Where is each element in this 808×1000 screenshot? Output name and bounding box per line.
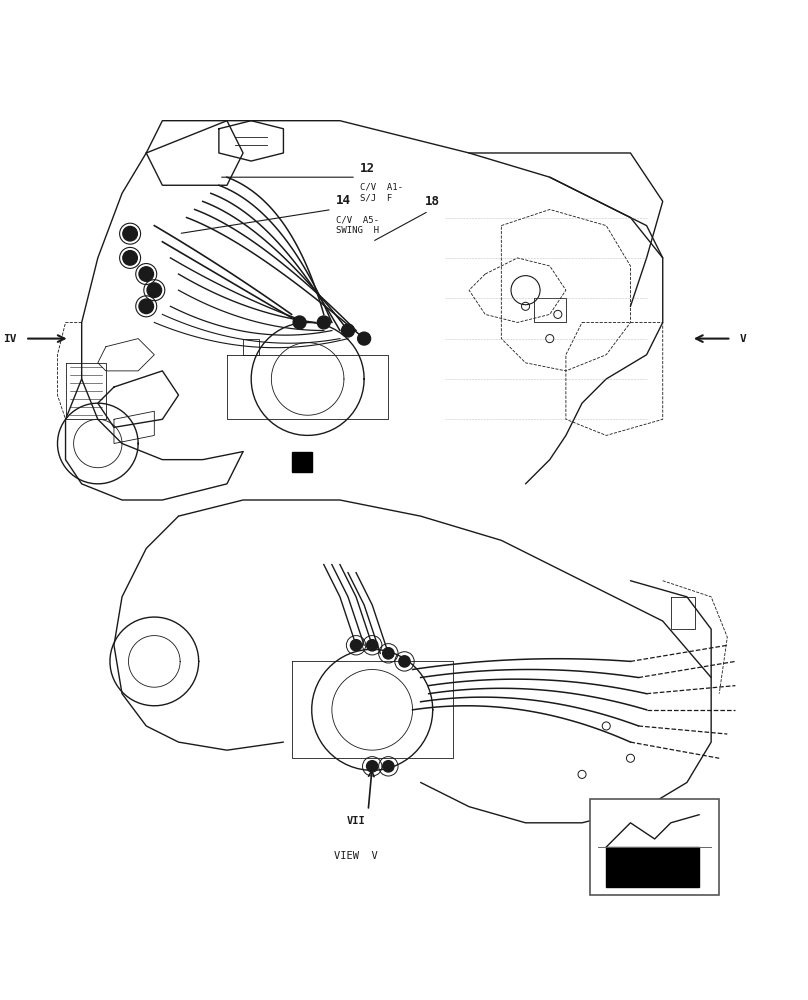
Text: C/V  A5-
SWING  H: C/V A5- SWING H — [336, 215, 379, 235]
Text: V: V — [739, 334, 746, 344]
Circle shape — [123, 226, 137, 241]
Circle shape — [367, 640, 378, 651]
Text: VIEW  V: VIEW V — [335, 851, 378, 861]
Circle shape — [358, 332, 371, 345]
Circle shape — [399, 656, 410, 667]
Circle shape — [318, 316, 330, 329]
Bar — [590, 799, 719, 895]
Circle shape — [351, 640, 362, 651]
Text: IV: IV — [3, 334, 17, 344]
Circle shape — [383, 761, 394, 772]
Circle shape — [293, 316, 306, 329]
Text: VII: VII — [347, 816, 365, 826]
Text: 18: 18 — [425, 195, 440, 208]
Text: 12: 12 — [360, 162, 375, 175]
Circle shape — [123, 251, 137, 265]
Polygon shape — [292, 452, 312, 472]
Circle shape — [139, 299, 154, 314]
Circle shape — [342, 324, 355, 337]
Circle shape — [147, 283, 162, 297]
Text: 14: 14 — [336, 194, 351, 207]
Text: C/V  A1-
S/J  F: C/V A1- S/J F — [360, 183, 403, 202]
Circle shape — [383, 648, 394, 659]
Circle shape — [367, 761, 378, 772]
Circle shape — [139, 267, 154, 281]
Polygon shape — [606, 847, 699, 887]
